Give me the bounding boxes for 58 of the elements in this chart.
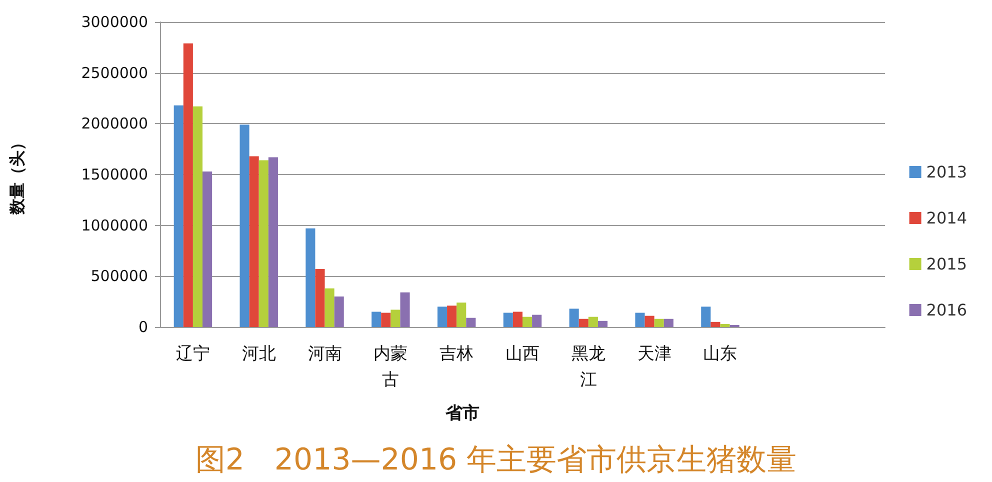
- bar: [258, 160, 268, 327]
- bar: [372, 312, 382, 327]
- bar: [664, 318, 674, 327]
- bar: [174, 105, 184, 327]
- y-tick-label: 2000000: [81, 114, 148, 133]
- bar: [183, 43, 193, 327]
- bar: [466, 318, 476, 327]
- y-tick-label: 3000000: [81, 13, 148, 31]
- x-tick-label: 吉林: [440, 344, 474, 364]
- y-tick-label: 0: [138, 318, 148, 336]
- y-tick-label: 500000: [90, 267, 148, 286]
- y-tick-label: 2500000: [81, 64, 148, 82]
- y-tick-label: 1000000: [81, 216, 148, 234]
- bar: [400, 292, 410, 327]
- legend-label: 2013: [926, 162, 967, 182]
- x-tick-label: 河南: [308, 344, 342, 364]
- bar: [202, 171, 212, 327]
- bar: [240, 124, 250, 327]
- bar: [701, 306, 711, 327]
- bar: [654, 318, 664, 327]
- bar: [588, 316, 598, 327]
- bar: [456, 302, 466, 327]
- bar: [381, 312, 391, 327]
- bar: [249, 156, 259, 327]
- bar: [710, 322, 720, 327]
- bar: [324, 288, 334, 327]
- x-tick-label: 河北: [242, 344, 276, 364]
- bar: [306, 228, 316, 327]
- y-tick-label: 1500000: [81, 166, 148, 184]
- bar: [532, 314, 542, 327]
- x-tick-label: 黑龙江: [571, 344, 606, 390]
- bar: [635, 312, 645, 327]
- bar: [644, 316, 654, 327]
- legend-label: 2015: [926, 254, 967, 274]
- bar: [720, 324, 730, 327]
- bar: [315, 269, 325, 327]
- bar: [437, 306, 448, 327]
- x-tick-label: 辽宁: [176, 344, 210, 364]
- bar: [569, 308, 579, 327]
- bar: [512, 312, 522, 327]
- legend-label: 2014: [926, 208, 967, 228]
- x-tick-label: 山西: [506, 344, 540, 364]
- bar: [447, 306, 457, 327]
- bar: [334, 296, 344, 327]
- x-tick-label: 山东: [703, 344, 738, 364]
- text: 图2 2013—2016 年主要省市供京生猪数量: [195, 442, 797, 478]
- bar: [598, 320, 608, 327]
- bar: [578, 318, 588, 327]
- bar: [522, 316, 532, 327]
- x-tick-label: 内蒙古: [374, 344, 408, 390]
- x-axis-title: 省市: [444, 404, 480, 424]
- legend-label: 2016: [926, 300, 967, 320]
- bar: [268, 157, 278, 327]
- bar: [390, 310, 400, 327]
- x-tick-label: 天津: [637, 344, 672, 364]
- bar: [192, 106, 203, 327]
- y-axis-title: 数量（头）: [8, 134, 26, 216]
- bar: [503, 312, 513, 327]
